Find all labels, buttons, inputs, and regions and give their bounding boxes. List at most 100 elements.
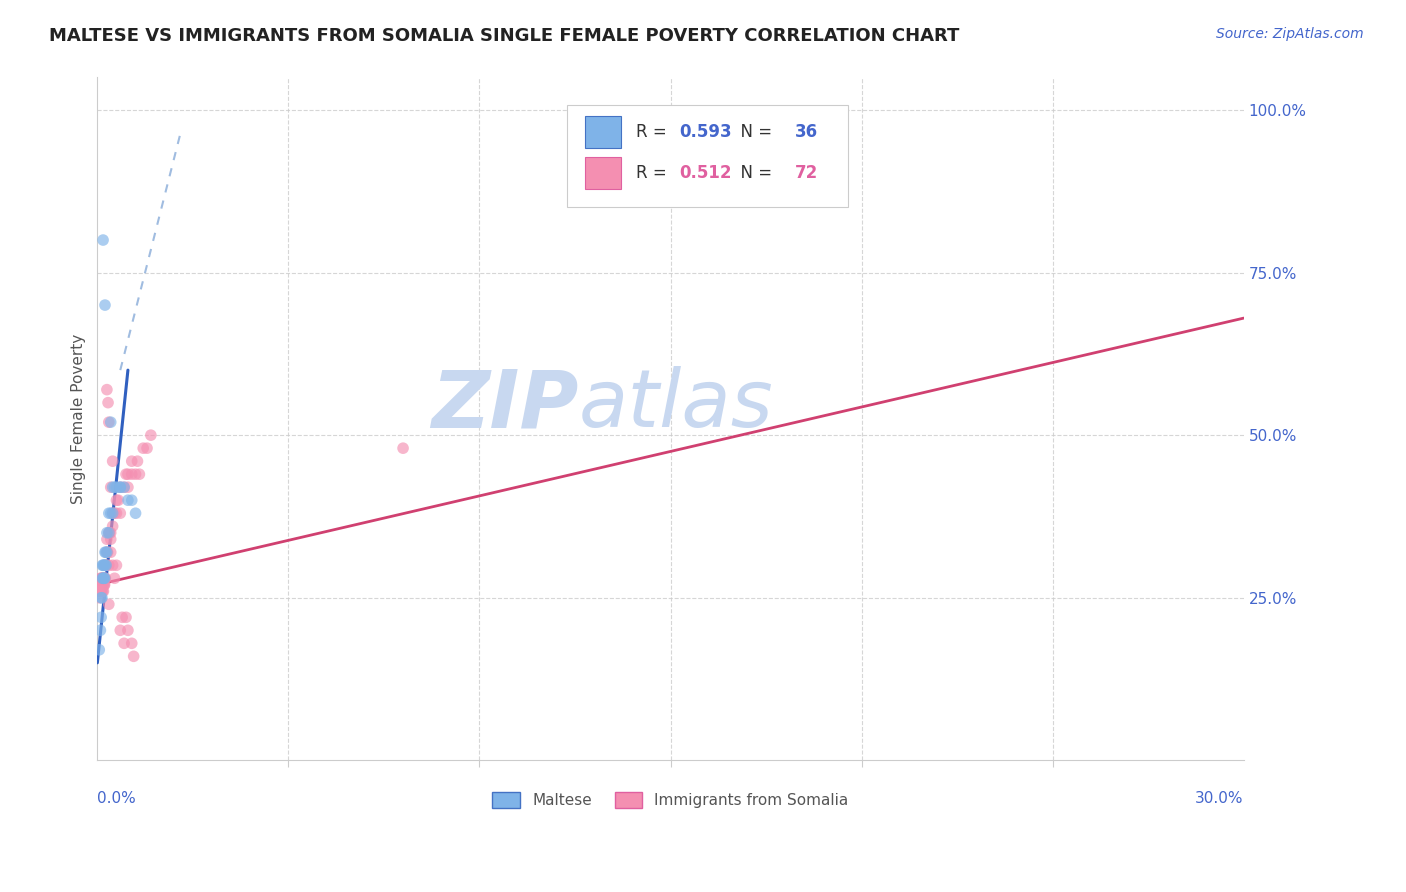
Point — [128, 467, 150, 482]
Point — [101, 480, 124, 494]
Point — [110, 506, 132, 520]
Point — [101, 454, 124, 468]
Point — [97, 525, 120, 540]
Text: 0.512: 0.512 — [679, 164, 733, 182]
Text: 0.0%: 0.0% — [97, 791, 136, 806]
Point — [105, 493, 128, 508]
Point — [117, 467, 139, 482]
Point — [89, 584, 111, 599]
FancyBboxPatch shape — [568, 104, 848, 207]
Point — [91, 558, 114, 573]
Point — [105, 480, 128, 494]
Point — [121, 467, 143, 482]
Point — [89, 624, 111, 638]
Point — [101, 558, 124, 573]
Point — [121, 636, 143, 650]
Point — [100, 415, 122, 429]
Point — [91, 591, 114, 605]
Point — [97, 597, 120, 611]
Point — [90, 584, 112, 599]
Bar — [585, 157, 621, 189]
Point — [93, 571, 115, 585]
Point — [121, 493, 143, 508]
Point — [124, 467, 146, 482]
Point — [100, 545, 122, 559]
Point — [96, 383, 118, 397]
Point — [100, 533, 122, 547]
Point — [97, 415, 120, 429]
Point — [89, 642, 111, 657]
Point — [91, 233, 114, 247]
Point — [97, 395, 120, 409]
Legend: Maltese, Immigrants from Somalia: Maltese, Immigrants from Somalia — [486, 786, 855, 814]
Text: R =: R = — [636, 123, 672, 141]
Point — [96, 525, 118, 540]
Point — [91, 578, 114, 592]
Point — [100, 506, 122, 520]
Point — [127, 454, 149, 468]
Point — [103, 506, 125, 520]
Point — [139, 428, 162, 442]
Point — [91, 558, 114, 573]
Point — [117, 493, 139, 508]
Point — [101, 506, 124, 520]
Text: N =: N = — [730, 123, 778, 141]
Point — [89, 591, 111, 605]
Point — [94, 545, 117, 559]
Point — [100, 480, 122, 494]
Point — [96, 533, 118, 547]
Point — [103, 480, 125, 494]
Point — [100, 525, 122, 540]
Point — [103, 571, 125, 585]
Text: 30.0%: 30.0% — [1195, 791, 1244, 806]
Text: atlas: atlas — [579, 367, 773, 444]
Text: 72: 72 — [794, 164, 818, 182]
Point — [90, 591, 112, 605]
Point — [97, 545, 120, 559]
Point — [96, 545, 118, 559]
Point — [107, 493, 129, 508]
Point — [115, 467, 138, 482]
Point — [94, 558, 117, 573]
Point — [91, 571, 114, 585]
Point — [93, 558, 115, 573]
Point — [101, 506, 124, 520]
Point — [93, 571, 115, 585]
Point — [93, 584, 115, 599]
Point — [94, 558, 117, 573]
Text: Source: ZipAtlas.com: Source: ZipAtlas.com — [1216, 27, 1364, 41]
Text: R =: R = — [636, 164, 672, 182]
Point — [91, 571, 114, 585]
Point — [89, 578, 111, 592]
Point — [91, 584, 114, 599]
Point — [97, 506, 120, 520]
Point — [94, 558, 117, 573]
Point — [93, 571, 115, 585]
Point — [136, 441, 159, 455]
Point — [94, 558, 117, 573]
Point — [97, 525, 120, 540]
Point — [97, 558, 120, 573]
Point — [110, 480, 132, 494]
Point — [91, 571, 114, 585]
Point — [115, 610, 138, 624]
Point — [117, 480, 139, 494]
Point — [98, 525, 121, 540]
Point — [392, 441, 415, 455]
Point — [93, 578, 115, 592]
Point — [122, 649, 145, 664]
Point — [110, 480, 132, 494]
Y-axis label: Single Female Poverty: Single Female Poverty — [72, 334, 86, 504]
Point — [121, 454, 143, 468]
Text: 0.593: 0.593 — [679, 123, 733, 141]
Point — [94, 298, 117, 312]
Point — [124, 506, 146, 520]
Point — [91, 578, 114, 592]
Text: N =: N = — [730, 164, 778, 182]
Point — [132, 441, 155, 455]
Point — [89, 571, 111, 585]
Point — [91, 571, 114, 585]
Bar — [585, 116, 621, 148]
Point — [93, 558, 115, 573]
Point — [90, 571, 112, 585]
